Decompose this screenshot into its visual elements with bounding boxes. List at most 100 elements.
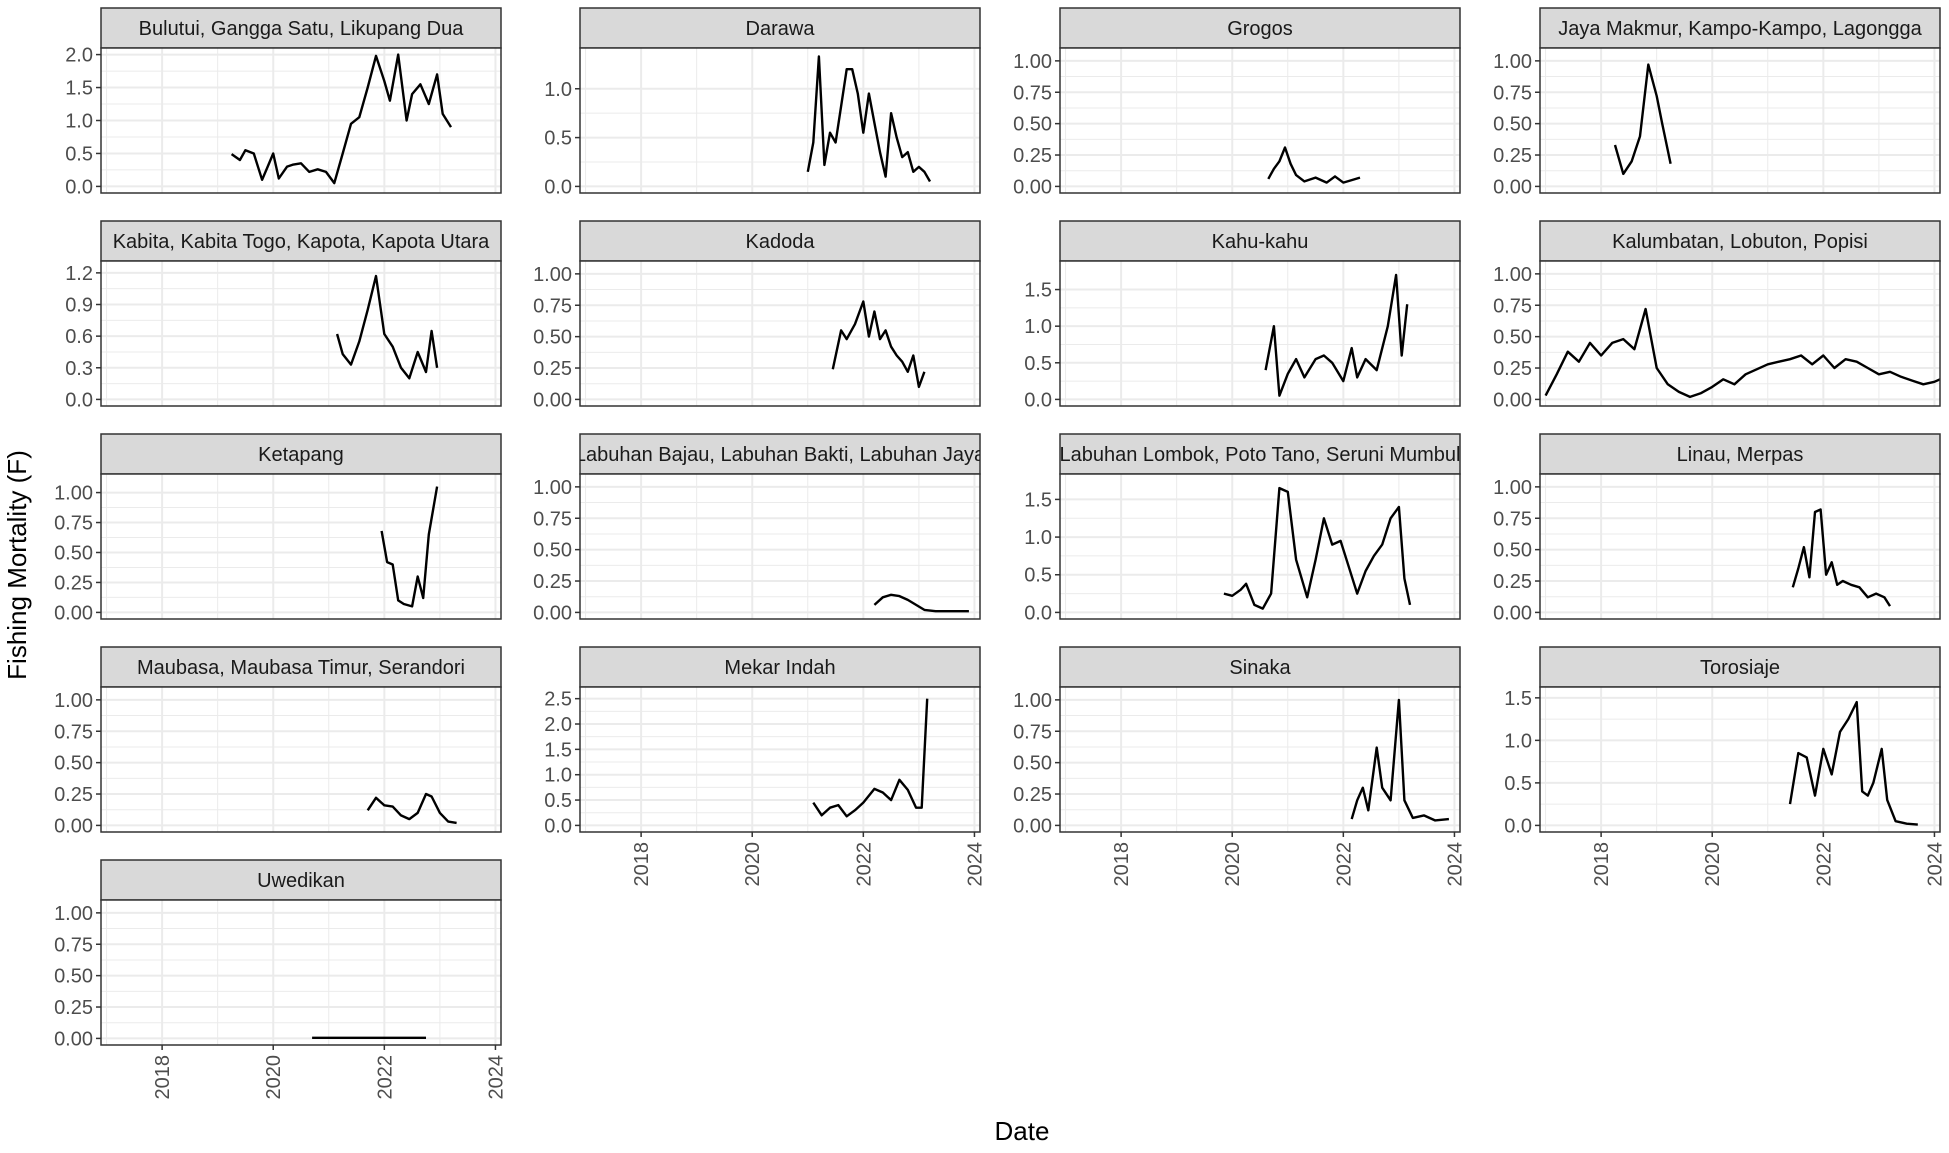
panel-border (100, 899, 502, 1046)
facet-strip (1059, 7, 1461, 49)
y-tick-label: 0.50 (533, 327, 572, 349)
y-tick-label: 1.0 (1024, 316, 1052, 338)
series-line (380, 486, 439, 608)
plot-area (1060, 474, 1460, 619)
panel-border (100, 473, 502, 620)
facet-title: Sinaka (1229, 657, 1291, 679)
y-tick-label: 0.75 (533, 295, 572, 317)
y-tick-label: 1.00 (54, 903, 93, 925)
x-tick-label: 2022 (1813, 842, 1835, 887)
facet-panel: Linau, Merpas 0.00 0.25 0.50 0.75 1.00 (1493, 433, 1941, 624)
facet-title: Ketapang (258, 444, 344, 466)
facet-panel: Darawa 0.0 0.5 1.0 (544, 7, 981, 198)
y-tick-label: 0.00 (54, 815, 93, 837)
facet-title: Bulutui, Gangga Satu, Likupang Dua (139, 18, 465, 40)
facet-strip (579, 220, 981, 262)
plot-area (101, 261, 501, 406)
x-tick-label: 2018 (631, 842, 653, 887)
facet-title: Uwedikan (257, 870, 345, 892)
y-tick-label: 0.75 (1493, 508, 1532, 530)
y-tick-label: 0.75 (54, 721, 93, 743)
y-tick-label: 0.50 (54, 753, 93, 775)
facet-title: Torosiaje (1700, 657, 1780, 679)
y-tick-label: 1.00 (1493, 264, 1532, 286)
panel-border (1539, 260, 1941, 407)
facet-title: Jaya Makmur, Kampo-Kampo, Lagongga (1558, 18, 1922, 40)
y-tick-label: 0.50 (1493, 114, 1532, 136)
y-tick-label: 0.25 (54, 784, 93, 806)
y-tick-label: 0.50 (1493, 327, 1532, 349)
series-line (1544, 307, 1940, 399)
y-tick-label: 0.5 (544, 790, 572, 812)
panel-border (1539, 686, 1941, 833)
facet-panel: Mekar Indah 0.0 0.5 1.0 1.5 2.0 2.5 2018 2020 202… (544, 646, 986, 887)
series-line (1223, 486, 1412, 610)
y-tick-label: 1.5 (1024, 489, 1052, 511)
y-tick-label: 0.25 (533, 358, 572, 380)
y-tick-label: 0.75 (1493, 295, 1532, 317)
y-tick-label: 0.00 (1013, 815, 1052, 837)
facet-panel: Kabita, Kabita Togo, Kapota, Kapota Utar… (65, 220, 502, 411)
facet-panel: Grogos 0.00 0.25 0.50 0.75 1.00 (1013, 7, 1461, 198)
plot-area (1540, 687, 1940, 832)
y-tick-label: 2.0 (65, 45, 93, 67)
plot-area (101, 687, 501, 832)
facet-strip (1059, 646, 1461, 688)
plot-area (580, 261, 980, 406)
facet-title: Grogos (1227, 18, 1293, 40)
panel-border (579, 686, 981, 833)
panels: Bulutui, Gangga Satu, Likupang Dua 0.0 0.5… (54, 7, 1946, 1100)
y-tick-label: 0.5 (65, 143, 93, 165)
y-tick-label: 0.75 (54, 513, 93, 535)
facet-strip (100, 433, 502, 475)
y-tick-label: 0.50 (54, 966, 93, 988)
y-tick-label: 0.0 (1024, 389, 1052, 411)
facet-strip (100, 220, 502, 262)
y-tick-label: 1.2 (65, 263, 93, 285)
y-tick-label: 0.5 (1504, 773, 1532, 795)
plot-area (580, 48, 980, 193)
x-tick-label: 2020 (742, 842, 764, 887)
facet-panel: Jaya Makmur, Kampo-Kampo, Lagongga 0.00 0.… (1493, 7, 1941, 198)
facet-panel: Kalumbatan, Lobuton, Popisi 0.00 0.25 0.50 0… (1493, 220, 1941, 411)
facet-title: Kahu-kahu (1212, 231, 1309, 253)
y-tick-label: 0.25 (1013, 145, 1052, 167)
y-tick-label: 2.0 (544, 714, 572, 736)
y-tick-label: 1.0 (1024, 527, 1052, 549)
y-tick-label: 0.25 (1013, 784, 1052, 806)
x-tick-label: 2018 (152, 1055, 174, 1100)
x-tick-label: 2018 (1111, 842, 1133, 887)
plot-area (101, 900, 501, 1045)
y-tick-label: 1.00 (54, 483, 93, 505)
facet-title: Mekar Indah (724, 657, 835, 679)
x-tick-label: 2024 (1924, 842, 1946, 887)
series-line (366, 792, 457, 825)
facet-title: Maubasa, Maubasa Timur, Serandori (137, 657, 465, 679)
x-tick-label: 2020 (1222, 842, 1244, 887)
plot-area (1540, 261, 1940, 406)
facet-panel: Maubasa, Maubasa Timur, Serandori 0.00 0.2… (54, 646, 502, 837)
facet-strip (579, 646, 981, 688)
y-tick-label: 1.00 (1493, 51, 1532, 73)
facet-strip (1059, 220, 1461, 262)
panel-border (100, 260, 502, 407)
facet-panel: Torosiaje 0.0 0.5 1.0 1.5 2018 2020 2022 2024 (1504, 646, 1946, 887)
y-tick-label: 0.00 (54, 602, 93, 624)
y-tick-label: 0.75 (1013, 721, 1052, 743)
y-tick-label: 0.75 (533, 508, 572, 530)
series-line (1788, 700, 1918, 826)
x-tick-label: 2024 (1444, 842, 1466, 887)
panel-border (1059, 686, 1461, 833)
series-line (831, 300, 926, 389)
facet-strip (1059, 433, 1461, 475)
facet-title: Kadoda (746, 231, 816, 253)
series-line (1613, 63, 1672, 176)
y-tick-label: 1.0 (65, 111, 93, 133)
x-tick-label: 2020 (263, 1055, 285, 1100)
facet-strip (100, 646, 502, 688)
facet-panel: Labuhan Bajau, Labuhan Bakti, Labuhan Ja… (533, 433, 981, 624)
y-tick-label: 1.0 (1504, 730, 1532, 752)
y-tick-label: 0.25 (1493, 571, 1532, 593)
y-axis-title: Fishing Mortality (F) (2, 450, 32, 680)
